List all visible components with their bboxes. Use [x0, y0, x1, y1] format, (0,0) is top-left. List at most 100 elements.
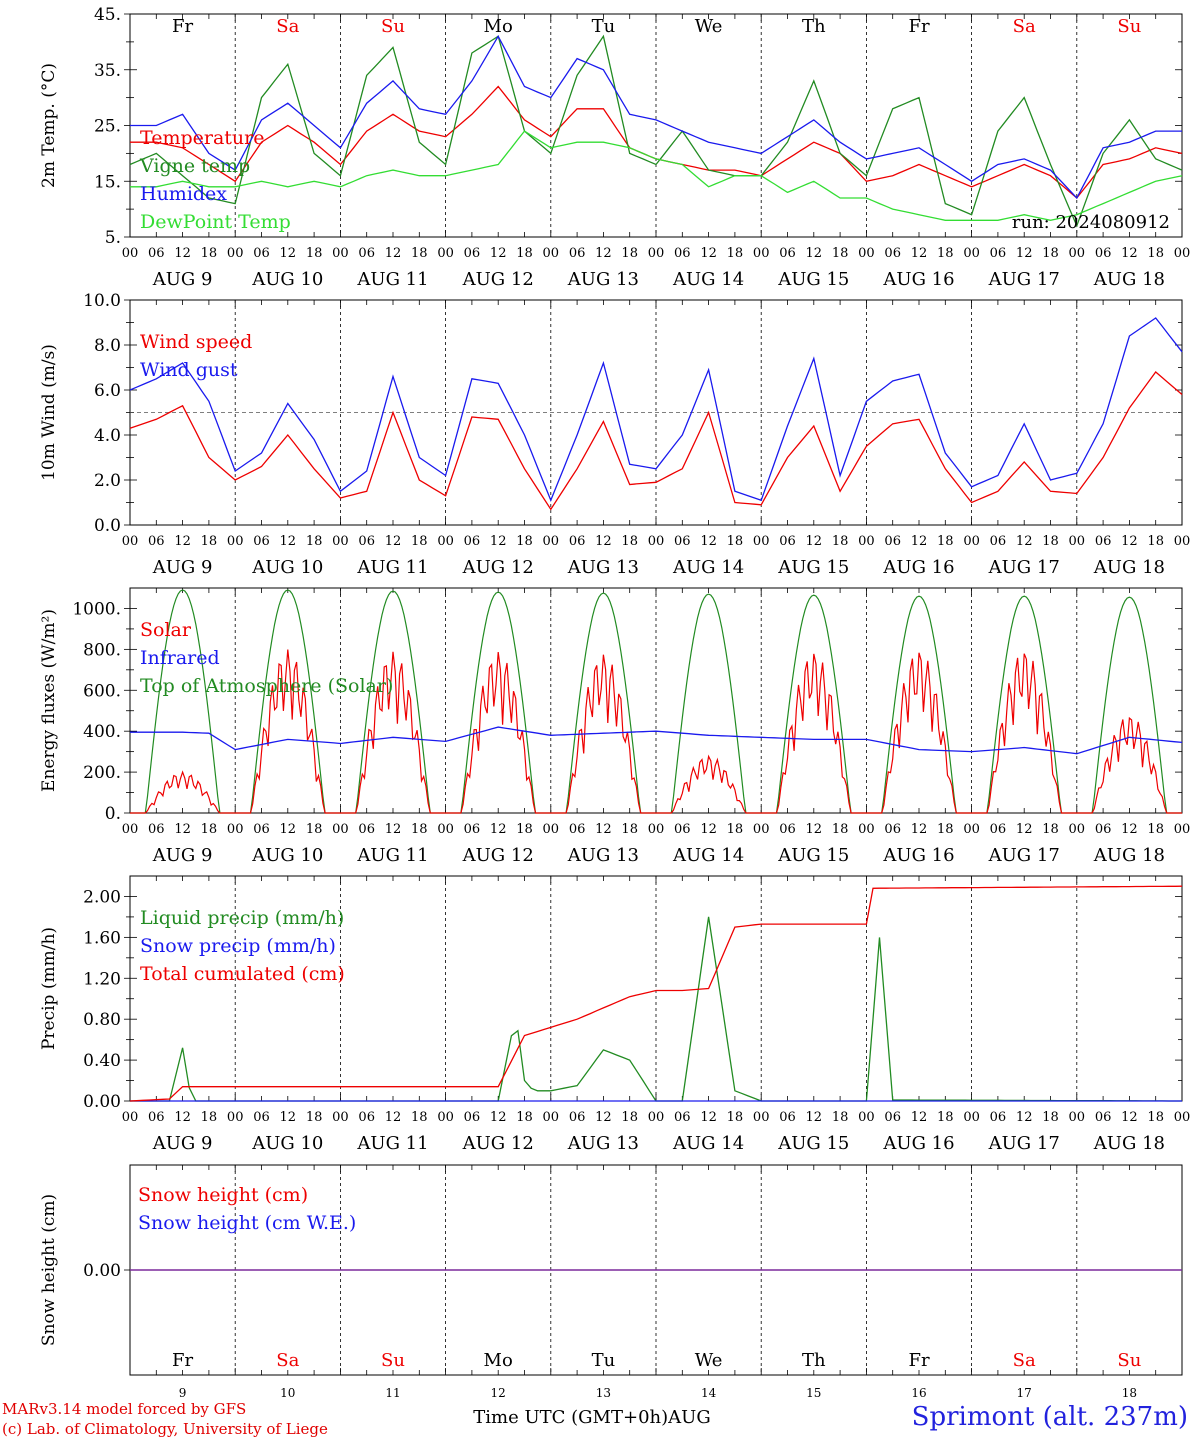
run-annotation: run: 2024080912: [1012, 212, 1170, 233]
date-label: AUG 10: [251, 269, 323, 290]
hour-label: 06: [358, 246, 375, 261]
hour-label: 00: [648, 246, 665, 261]
hour-label: 06: [779, 534, 796, 549]
y-tick-label: 10.0: [83, 291, 121, 311]
date-label: AUG 11: [356, 557, 428, 578]
hour-label: 00: [1174, 822, 1191, 837]
hour-label: 18: [937, 822, 954, 837]
day-name: Th: [802, 16, 826, 37]
hour-label: 06: [884, 246, 901, 261]
hour-label: 00: [1174, 246, 1191, 261]
day-name: Tu: [592, 1350, 616, 1371]
hour-label: 12: [806, 1110, 823, 1125]
hour-label: 00: [1069, 534, 1086, 549]
date-label: AUG 13: [567, 557, 639, 578]
date-label: AUG 12: [462, 557, 534, 578]
hour-label: 18: [1147, 246, 1164, 261]
date-label: AUG 18: [1093, 269, 1165, 290]
hour-label: 06: [464, 1110, 481, 1125]
y-tick-label: 1.20: [83, 969, 121, 989]
hour-label: 18: [411, 534, 428, 549]
hour-label: 00: [543, 534, 560, 549]
hour-label: 00: [1174, 1110, 1191, 1125]
day-name: Sa: [1013, 16, 1036, 37]
hour-label: 06: [253, 246, 270, 261]
hour-label: 00: [227, 822, 244, 837]
hour-label: 00: [122, 1110, 139, 1125]
hour-label: 12: [911, 534, 928, 549]
hour-label: 12: [1016, 1110, 1033, 1125]
hour-label: 18: [832, 822, 849, 837]
y-axis-label: 10m Wind (m/s): [39, 344, 59, 481]
date-label: AUG 10: [251, 557, 323, 578]
y-tick-label: 2.0: [94, 471, 121, 491]
date-label: AUG 11: [356, 845, 428, 866]
hour-label: 00: [753, 1110, 770, 1125]
legend-entry: Total cumulated (cm): [140, 963, 345, 985]
hour-label: 12: [806, 822, 823, 837]
date-label: AUG 16: [882, 845, 954, 866]
day-name: Su: [1117, 16, 1141, 37]
hour-label: 06: [1095, 246, 1112, 261]
hour-label: 06: [884, 822, 901, 837]
day-name: Fr: [908, 1350, 929, 1371]
hour-label: 18: [832, 534, 849, 549]
hour-label: 18: [516, 822, 533, 837]
legend-entry: Wind speed: [140, 331, 252, 353]
hour-label: 18: [306, 1110, 323, 1125]
hour-label: 00: [122, 246, 139, 261]
date-label: AUG 16: [882, 557, 954, 578]
hour-label: 00: [753, 534, 770, 549]
legend-entry: Solar: [140, 619, 192, 641]
hour-label: 12: [174, 534, 191, 549]
hour-label: 12: [1016, 822, 1033, 837]
hour-label: 00: [332, 1110, 349, 1125]
date-label: AUG 16: [882, 1133, 954, 1154]
y-tick-label: 1.60: [83, 928, 121, 948]
hour-label: 06: [148, 534, 165, 549]
y-tick-label: 0.00: [83, 1261, 121, 1281]
panel-frame-3: [129, 587, 1183, 814]
hour-label: 18: [201, 534, 218, 549]
date-label: AUG 14: [672, 269, 744, 290]
hour-label: 18: [621, 534, 638, 549]
hour-label: 18: [1042, 1110, 1059, 1125]
date-label: AUG 15: [777, 1133, 849, 1154]
hour-label: 06: [253, 534, 270, 549]
day-number: 18: [1122, 1386, 1137, 1400]
legend-entry: Snow height (cm W.E.): [138, 1212, 356, 1234]
date-label: AUG 15: [777, 557, 849, 578]
hour-label: 00: [963, 534, 980, 549]
hour-label: 00: [648, 822, 665, 837]
hour-label: 00: [543, 1110, 560, 1125]
hour-label: 18: [306, 246, 323, 261]
hour-label: 18: [1042, 534, 1059, 549]
hour-label: 18: [411, 822, 428, 837]
hour-label: 12: [806, 246, 823, 261]
date-label: AUG 17: [988, 845, 1060, 866]
hour-label: 00: [227, 246, 244, 261]
hour-label: 06: [569, 534, 586, 549]
hour-label: 06: [464, 534, 481, 549]
hour-label: 18: [306, 534, 323, 549]
hour-label: 00: [122, 534, 139, 549]
y-axis-label: 2m Temp. (°C): [39, 63, 59, 188]
hour-label: 12: [385, 822, 402, 837]
hour-label: 12: [490, 246, 507, 261]
hour-label: 12: [700, 822, 717, 837]
hour-label: 18: [411, 1110, 428, 1125]
hour-label: 06: [253, 1110, 270, 1125]
hour-label: 18: [1147, 1110, 1164, 1125]
hour-label: 06: [990, 534, 1007, 549]
hour-label: 00: [1069, 246, 1086, 261]
hour-label: 18: [516, 534, 533, 549]
hour-label: 06: [148, 246, 165, 261]
date-label: AUG 12: [462, 269, 534, 290]
hour-label: 18: [306, 822, 323, 837]
y-axis-label: Precip (mm/h): [39, 927, 59, 1050]
date-label: AUG 13: [567, 269, 639, 290]
hour-label: 00: [437, 246, 454, 261]
hour-label: 12: [700, 246, 717, 261]
hour-label: 12: [1121, 534, 1138, 549]
